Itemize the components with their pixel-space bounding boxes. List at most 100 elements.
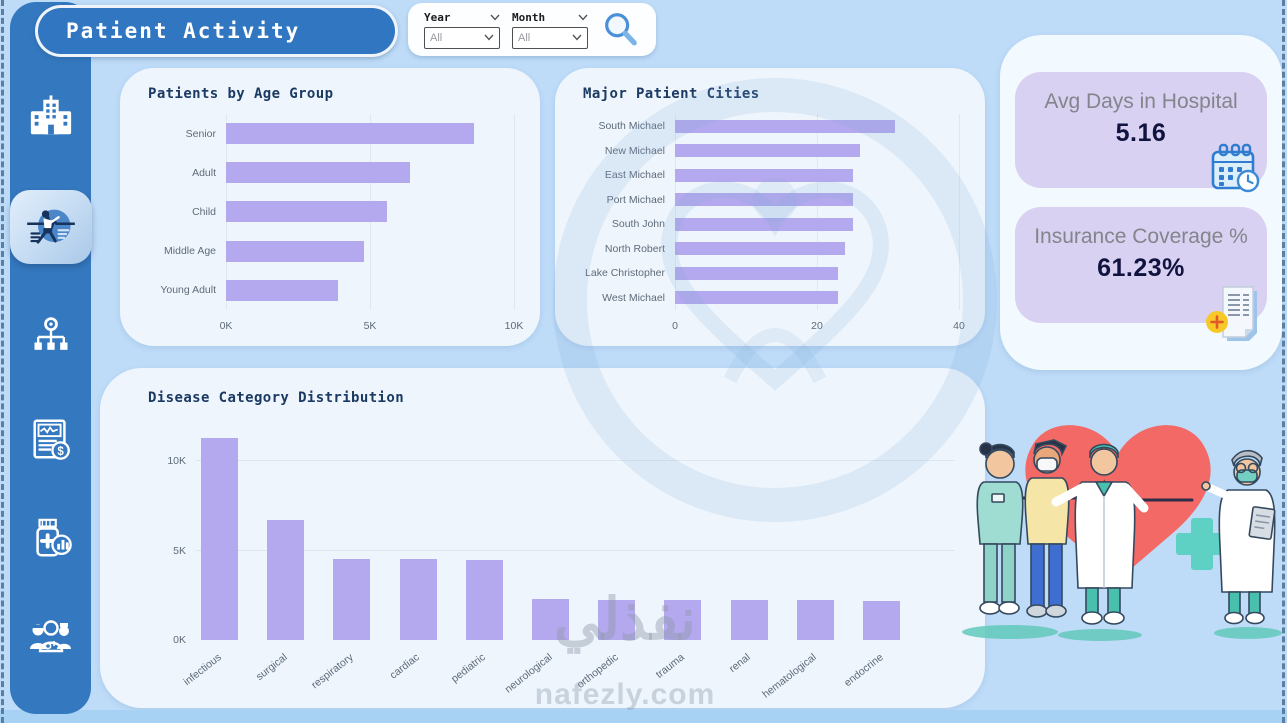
cities-chart-title: Major Patient Cities [583,86,760,102]
sidebar-item-financial-report[interactable]: $ [26,414,76,464]
data-bar[interactable] [226,123,474,145]
category-label: Lake Christopher [585,267,665,280]
axis-tick: 0 [672,320,678,332]
data-bar[interactable] [863,600,900,640]
bar-row: Port Michael [555,193,959,207]
search-icon [605,12,637,45]
data-bar[interactable] [675,242,846,256]
category-label: Adult [192,166,216,179]
sidebar-item-patient-activity-active[interactable] [10,190,92,264]
data-bar[interactable] [675,144,860,158]
data-bar[interactable] [598,599,636,640]
data-bar[interactable] [267,520,305,640]
disease-plot: 0K 5K 10K infectious surgical respiratory card… [167,426,955,701]
medical-team-illustration [962,425,1282,641]
data-bar[interactable] [201,437,238,640]
data-bar[interactable] [399,559,437,640]
category-label: North Robert [604,242,665,255]
bar-track [226,240,514,262]
axis-tick: 40 [953,320,965,332]
sidebar-item-medical-staff[interactable] [26,614,76,664]
axis-tick: 0K [219,320,233,332]
age-group-chart-title: Patients by Age Group [148,86,334,102]
category-label: South John [611,218,665,231]
kpi-container: Avg Days in Hospital 5.16 Insurance Cove… [1000,35,1282,370]
sidebar-item-hospital-overview[interactable] [26,92,76,142]
month-select[interactable]: All [512,26,588,49]
bar-row: Senior [120,123,514,145]
chevron-down-icon [484,34,494,41]
bar-track [675,266,959,280]
insurance-kpi-card: Insurance Coverage % 61.23% [1015,207,1267,341]
year-filter-label: Year [424,10,451,24]
bar-track [675,291,959,305]
data-bar[interactable] [796,599,834,640]
month-select-value: All [518,31,531,44]
data-bar[interactable] [664,599,702,640]
axis-tick: 5K [363,320,377,332]
data-bar[interactable] [730,599,768,640]
selection-border-left [1,0,4,723]
data-bar[interactable] [675,168,853,182]
age-group-x-axis: 0K 5K 10K [220,320,524,334]
cities-chart-card: Major Patient Cities South Michael New Mi… [555,68,985,346]
category-label: West Michael [602,291,665,304]
bar-track [675,193,959,207]
bar-row: Adult [120,162,514,184]
category-label: New Michael [604,144,665,157]
data-bar[interactable] [226,201,388,223]
filter-panel: Year All Month All [408,3,656,56]
axis-tick: 10K [504,320,524,332]
sidebar: $ [10,2,92,714]
month-filter-header[interactable]: Month [512,11,588,24]
axis-tick: 20 [811,320,823,332]
data-bar[interactable] [333,558,371,640]
data-bar[interactable] [675,119,896,133]
axis-tick: 0K [173,634,186,646]
avg-days-kpi-card: Avg Days in Hospital 5.16 [1015,72,1267,193]
bar-row: Young Adult [120,279,514,301]
data-bar[interactable] [226,279,339,301]
calendar-clock-icon [1211,143,1260,193]
year-filter-header[interactable]: Year [424,11,500,24]
bar-track [675,119,959,133]
bar-track [675,168,959,182]
bar-row: Child [120,201,514,223]
data-bar[interactable] [465,560,503,640]
bar-row: West Michael [555,291,959,305]
disease-chart-title: Disease Category Distribution [148,390,405,406]
search-button[interactable] [600,10,640,50]
avg-days-kpi-label: Avg Days in Hospital [1044,90,1238,113]
bar-track [226,123,514,145]
insurance-kpi-value: 61.23% [1097,254,1185,282]
axis-tick: 10K [167,455,186,467]
bar-row: Middle Age [120,240,514,262]
data-bar[interactable] [675,217,853,231]
bar-track [226,201,514,223]
avg-days-kpi-value: 5.16 [1115,119,1167,147]
bar-row: New Michael [555,144,959,158]
sidebar-item-departments[interactable] [26,312,76,362]
cities-gridlines [675,114,960,310]
data-bar[interactable] [675,291,839,305]
month-filter-label: Month [512,10,546,24]
bar-track [675,217,959,231]
bar-row: South Michael [555,119,959,133]
data-bar[interactable] [226,162,411,184]
bar-row: North Robert [555,242,959,256]
sidebar-item-pharmacy-stats[interactable] [26,514,76,564]
category-label: Child [192,205,216,218]
bar-track [675,144,959,158]
chevron-down-icon [572,34,582,41]
data-bar[interactable] [675,266,839,280]
selection-border-right [1282,0,1285,723]
data-bar[interactable] [532,598,569,640]
org-hierarchy-icon [34,317,67,350]
patient-activity-icon [27,209,75,244]
chevron-down-icon [578,14,588,21]
year-select[interactable]: All [424,26,500,49]
bottom-strip [0,710,1287,723]
data-bar[interactable] [675,193,853,207]
data-bar[interactable] [226,240,365,262]
age-group-chart-card: Patients by Age Group Senior Adult Child Mi… [120,68,540,346]
